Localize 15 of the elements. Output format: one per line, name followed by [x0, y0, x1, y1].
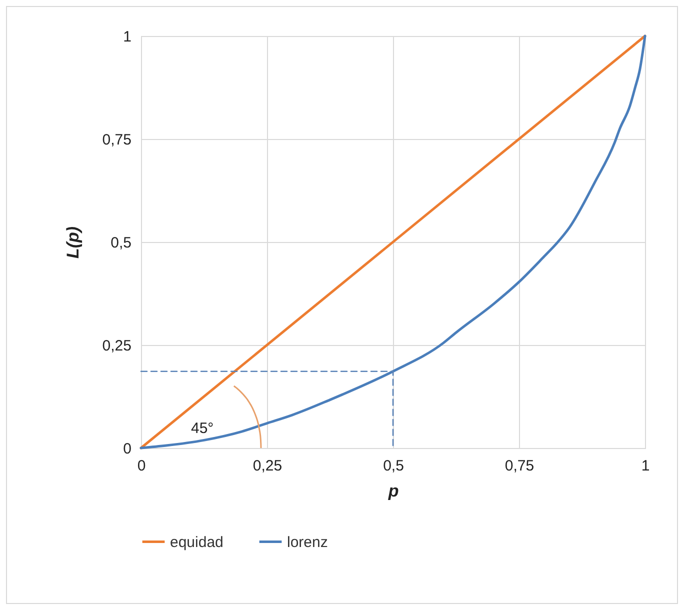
legend-label: equidad — [170, 534, 224, 551]
y-tick-label: 0,75 — [102, 132, 132, 148]
x-tick-label: 0,75 — [504, 458, 534, 474]
y-tick-label: 0 — [123, 440, 132, 458]
x-axis-title: p — [387, 482, 399, 500]
x-tick-label: 0,25 — [252, 458, 282, 474]
x-tick-label: 0,5 — [383, 458, 404, 474]
x-tick-label: 1 — [641, 458, 650, 474]
y-tick-label: 1 — [123, 28, 132, 46]
y-tick-label: 0,25 — [102, 338, 132, 354]
y-tick-label: 0,5 — [110, 234, 132, 252]
annotation: 45° — [191, 420, 214, 437]
legend-label: lorenz — [287, 534, 328, 551]
x-tick-label: 0 — [137, 458, 146, 474]
y-axis-title: L(p) — [63, 226, 82, 259]
